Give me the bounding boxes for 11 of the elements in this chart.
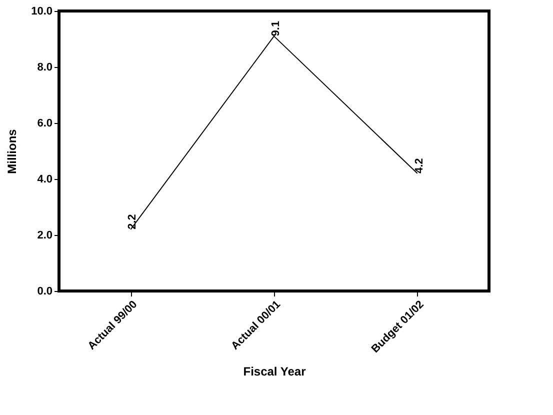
y-tick-label: 0.0 xyxy=(37,286,52,298)
data-label: 9.1 xyxy=(270,20,282,36)
data-label: 4.2 xyxy=(413,158,426,174)
y-tick-label: 10.0 xyxy=(31,6,52,18)
y-tick-label: 8.0 xyxy=(37,62,52,74)
y-tick-label: 4.0 xyxy=(37,174,52,186)
data-label: 2.2 xyxy=(126,214,139,230)
y-tick-label: 2.0 xyxy=(37,230,52,242)
y-tick-label: 6.0 xyxy=(37,118,52,130)
x-axis-title: Fiscal Year xyxy=(243,364,306,379)
y-axis-title: Millions xyxy=(5,128,20,174)
